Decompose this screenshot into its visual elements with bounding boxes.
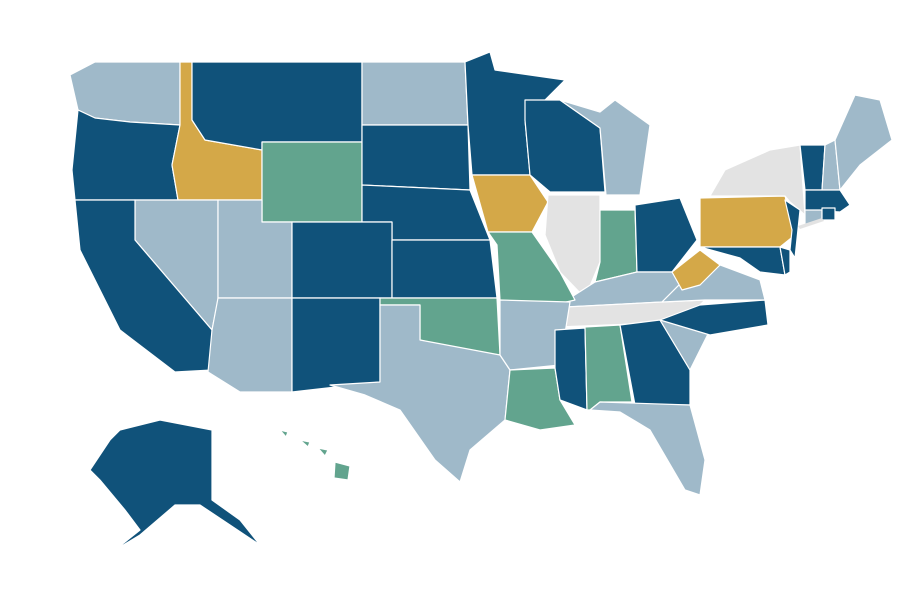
state-shape-az[interactable] (207, 297, 293, 393)
state-pa[interactable] (699, 195, 796, 248)
state-shape-ia[interactable] (471, 174, 549, 233)
state-shape-md[interactable] (699, 246, 786, 276)
state-nm[interactable] (291, 297, 381, 393)
state-wv[interactable] (671, 249, 721, 291)
state-shape-hi[interactable] (279, 429, 289, 438)
state-shape-wv[interactable] (671, 249, 721, 291)
state-shape-or[interactable] (71, 109, 181, 201)
state-tx[interactable] (329, 304, 511, 483)
state-or[interactable] (71, 109, 181, 201)
state-shape-me[interactable] (834, 94, 893, 191)
state-co[interactable] (291, 221, 393, 299)
state-hi[interactable] (279, 429, 351, 481)
state-shape-ms[interactable] (554, 327, 588, 411)
state-nd[interactable] (361, 61, 469, 126)
state-mi[interactable] (559, 99, 651, 196)
state-shape-nj[interactable] (784, 199, 801, 259)
state-shape-nm[interactable] (291, 297, 381, 393)
state-ak[interactable] (89, 419, 261, 551)
state-shape-co[interactable] (291, 221, 393, 299)
state-az[interactable] (207, 297, 293, 393)
state-shape-vt[interactable] (799, 144, 826, 191)
state-nj[interactable] (784, 199, 801, 259)
state-shape-oh[interactable] (634, 197, 698, 273)
state-shape-tx[interactable] (329, 304, 511, 483)
state-shape-hi[interactable] (317, 447, 329, 457)
state-shape-in[interactable] (594, 209, 638, 283)
state-md[interactable] (699, 246, 786, 276)
state-shape-ar[interactable] (499, 299, 571, 371)
state-de[interactable] (779, 246, 791, 276)
state-ri[interactable] (821, 207, 836, 221)
state-sd[interactable] (361, 124, 471, 191)
state-shape-pa[interactable] (699, 195, 796, 248)
state-shape-hi[interactable] (333, 461, 351, 481)
state-nc[interactable] (659, 299, 769, 336)
state-oh[interactable] (634, 197, 698, 273)
state-shape-ak[interactable] (89, 419, 261, 551)
state-mt[interactable] (191, 61, 363, 151)
state-shape-nc[interactable] (659, 299, 769, 336)
state-shape-hi[interactable] (299, 439, 311, 448)
state-me[interactable] (834, 94, 893, 191)
state-shape-ny-long-island[interactable] (798, 218, 824, 229)
state-ia[interactable] (471, 174, 549, 233)
state-shape-mt[interactable] (191, 61, 363, 151)
state-shape-fl[interactable] (589, 401, 706, 496)
state-fl[interactable] (589, 401, 706, 496)
state-ar[interactable] (499, 299, 571, 371)
state-shape-nd[interactable] (361, 61, 469, 126)
state-ks[interactable] (391, 239, 498, 299)
state-shape-ma[interactable] (804, 189, 851, 213)
state-shape-ri[interactable] (821, 207, 836, 221)
state-in[interactable] (594, 209, 638, 283)
state-shape-ny[interactable] (709, 144, 806, 216)
state-ms[interactable] (554, 327, 588, 411)
state-wy[interactable] (261, 141, 363, 223)
state-shape-de[interactable] (779, 246, 791, 276)
state-shape-mi[interactable] (559, 99, 651, 196)
state-vt[interactable] (799, 144, 826, 191)
state-shape-ks[interactable] (391, 239, 498, 299)
state-ma[interactable] (804, 189, 851, 213)
state-ny[interactable] (709, 144, 806, 216)
state-shape-sd[interactable] (361, 124, 471, 191)
state-shape-wy[interactable] (261, 141, 363, 223)
